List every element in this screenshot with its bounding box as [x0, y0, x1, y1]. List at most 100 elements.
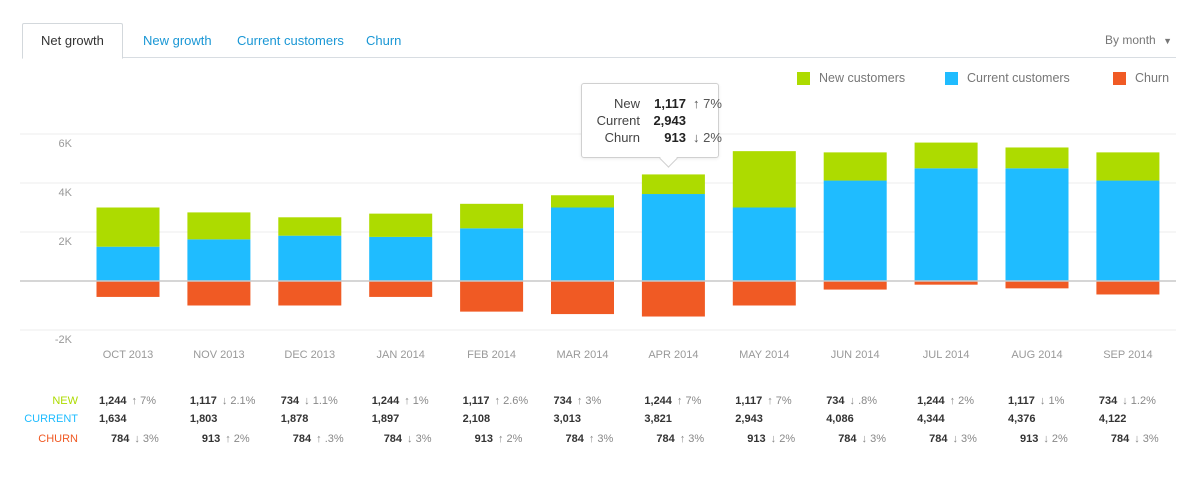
table-cell: 1,244 ↑ 1% [371, 395, 429, 407]
bar-current [1096, 180, 1160, 281]
bar-new [187, 212, 251, 240]
table-cell: 1,244 ↑ 7% [99, 395, 156, 407]
bar-new [732, 151, 796, 208]
tooltip-label: Current [596, 113, 640, 128]
tooltip-delta: ↑ 7% [693, 96, 722, 111]
tooltip-label: New [613, 96, 640, 111]
table-cell: 1,117 ↑ 7% [735, 395, 792, 407]
table-cell: 1,117 ↓ 1% [1008, 395, 1065, 407]
bar-current [914, 168, 978, 281]
x-tick-label: APR 2014 [648, 349, 698, 361]
table-cell: 734 ↓ 1.1% [280, 395, 338, 407]
bar-churn [641, 281, 705, 317]
table-cell: 1,897 [371, 413, 400, 425]
tab-bar: Net growth New growth Current customers … [0, 0, 1200, 59]
bar-current [460, 228, 524, 281]
table-cell: 913 ↓ 2% [1020, 433, 1068, 445]
legend-current[interactable]: Current customers [945, 71, 1070, 85]
tab-new-growth[interactable]: New growth [143, 33, 212, 48]
bar-churn [96, 281, 160, 297]
bar-new [914, 142, 978, 169]
legend-label: Churn [1135, 71, 1170, 85]
bar-new [641, 174, 705, 195]
bar-churn [551, 281, 614, 315]
x-tick-label: MAY 2014 [739, 349, 789, 361]
period-dropdown[interactable]: By month ▼ [1105, 33, 1172, 47]
bar-current [551, 207, 614, 281]
bar-churn [914, 281, 978, 285]
table-cell: 784 ↓ 3% [111, 433, 159, 445]
bar-current [96, 246, 160, 281]
bar-churn [1096, 281, 1160, 295]
legend-swatch-new [797, 71, 810, 85]
bar-churn [732, 281, 796, 306]
table-cell: 784 ↓ 3% [929, 433, 977, 445]
bar-current [187, 239, 251, 281]
tooltip-row-churn: Churn 913 ↓ 2% [582, 129, 722, 146]
tab-churn[interactable]: Churn [366, 33, 402, 48]
tooltip-value: 2,943 [653, 113, 686, 128]
table-cell: 3,013 [553, 413, 582, 425]
table-row-churn: CHURN 784 ↓ 3% 913 ↑ 2% 784 ↑ .3% 784 ↓ 3% 913 ↑ 2… [0, 431, 1200, 447]
tooltip: New 1,117 ↑ 7% Current 2,943 Churn 913 ↓ 2% [581, 83, 722, 158]
table-cell: 1,244 ↑ 7% [644, 395, 702, 407]
table-cell: 734 ↑ 3% [553, 395, 602, 407]
table-cell: 1,878 [280, 413, 309, 425]
x-tick-label: DEC 2013 [284, 349, 335, 361]
table-cell: 4,344 [917, 413, 945, 425]
tab-current-customers[interactable]: Current customers [237, 33, 344, 48]
bar-current [1005, 168, 1069, 281]
legend-label: New customers [819, 71, 906, 85]
table-cell: 734 ↓ 1.2% [1098, 395, 1156, 407]
bar-churn [1005, 281, 1069, 289]
x-tick-label: MAR 2014 [557, 349, 609, 361]
legend-new[interactable]: New customers [797, 71, 905, 85]
x-tick-label: NOV 2013 [193, 349, 244, 361]
x-tick-label: JUN 2014 [831, 349, 880, 361]
bar-current [823, 180, 887, 281]
bar-new [1005, 147, 1069, 169]
table-cell: 1,803 [189, 413, 218, 425]
bar-current [732, 207, 796, 281]
table-cell: 734 ↓ .8% [826, 395, 878, 407]
x-tick-label: AUG 2014 [1011, 349, 1062, 361]
bar-current [278, 235, 342, 281]
bar-new [551, 195, 614, 208]
table-cell: 4,122 [1098, 413, 1127, 425]
bar-new [96, 207, 160, 247]
table-cell: 1,634 [99, 413, 127, 425]
period-label: By month [1105, 33, 1156, 47]
table-row-current: CURRENT 1,634 1,803 1,878 1,897 2,108 3,013 3,8… [0, 411, 1200, 427]
x-tick-label: JUL 2014 [923, 349, 970, 361]
x-tick-label: JAN 2014 [377, 349, 425, 361]
bar-new [278, 217, 342, 236]
bar-current [641, 194, 705, 281]
caret-down-icon: ▼ [1163, 36, 1172, 46]
legend-churn[interactable]: Churn [1113, 71, 1169, 85]
x-tick-label: FEB 2014 [467, 349, 516, 361]
x-tick-label: SEP 2014 [1103, 349, 1152, 361]
legend-label: Current customers [967, 71, 1070, 85]
table-cell: 1,117 ↓ 2.1% [189, 395, 256, 407]
table-cell: 1,244 ↑ 2% [917, 395, 975, 407]
table-cell: 913 ↑ 2% [474, 433, 523, 445]
tooltip-row-new: New 1,117 ↑ 7% [582, 95, 722, 112]
bar-churn [369, 281, 433, 297]
bar-new [369, 213, 433, 237]
tab-net-growth[interactable]: Net growth [22, 23, 123, 59]
table-cell: 2,108 [462, 413, 491, 425]
tooltip-value: 1,117 [654, 96, 686, 111]
row-label: CURRENT [24, 413, 78, 425]
table-cell: 784 ↑ .3% [292, 433, 344, 445]
bar-current [369, 236, 433, 281]
bar-new [1096, 152, 1160, 181]
y-tick-label: 6K [59, 138, 73, 150]
table-cell: 4,376 [1008, 413, 1036, 425]
table-cell: 4,086 [826, 413, 854, 425]
legend-swatch-churn [1113, 71, 1126, 85]
bar-churn [187, 281, 251, 306]
bar-churn [278, 281, 342, 306]
y-tick-label: 2K [59, 236, 73, 248]
tab-divider [22, 57, 1176, 58]
table-row-new: NEW 1,244 ↑ 7% 1,117 ↓ 2.1% 734 ↓ 1.1% 1,244 ↑ 1… [0, 393, 1200, 409]
